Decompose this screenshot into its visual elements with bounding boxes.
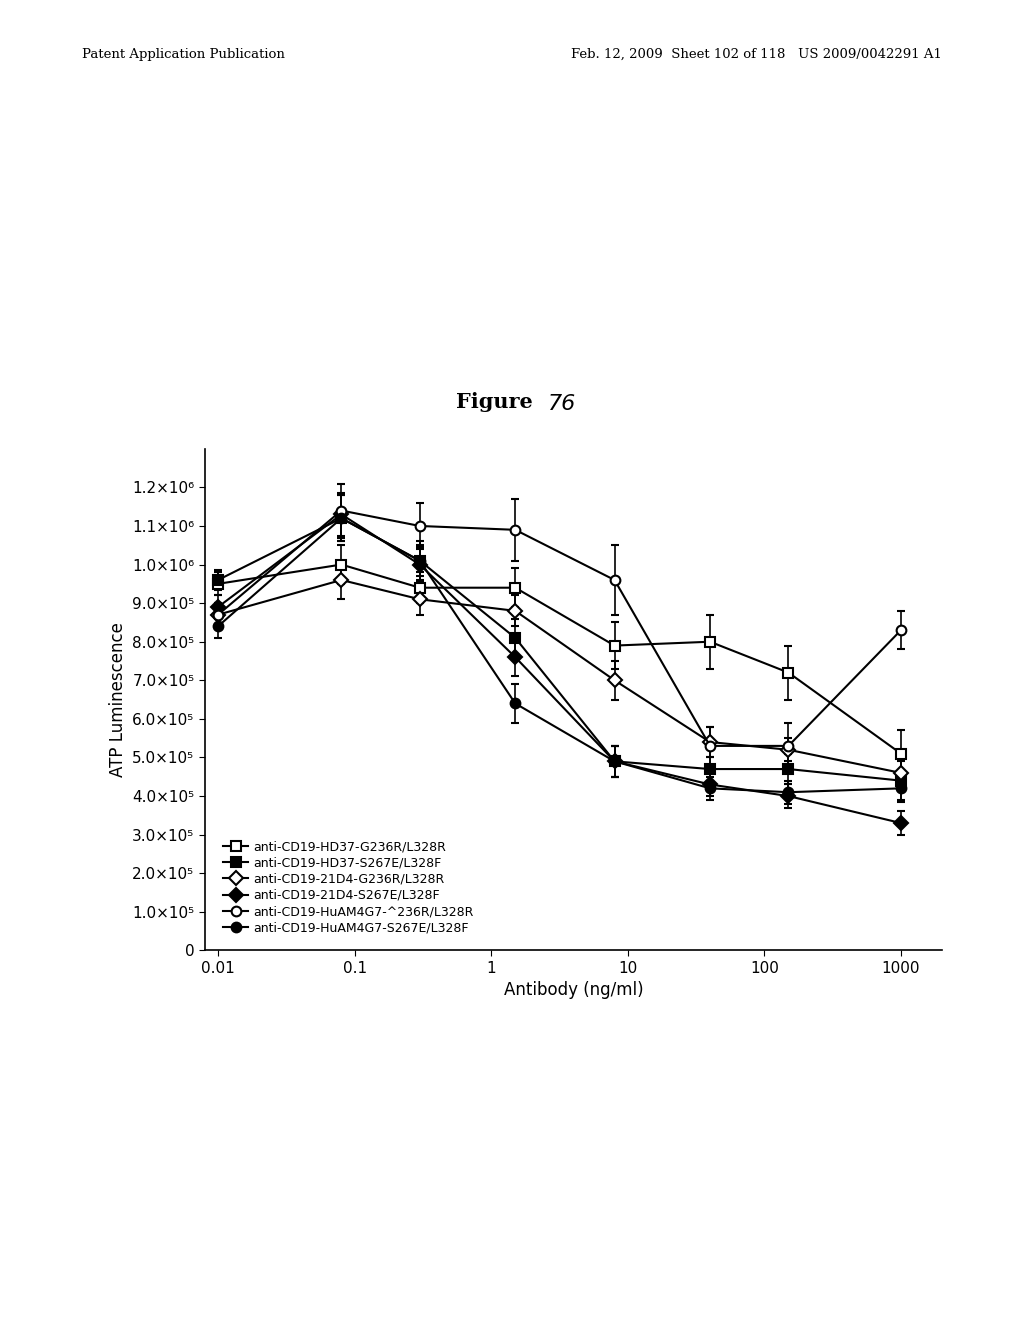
X-axis label: Antibody (ng/ml): Antibody (ng/ml) bbox=[504, 981, 643, 999]
Text: Figure: Figure bbox=[456, 392, 532, 412]
Text: Feb. 12, 2009  Sheet 102 of 118   US 2009/0042291 A1: Feb. 12, 2009 Sheet 102 of 118 US 2009/0… bbox=[571, 48, 942, 61]
Text: 76: 76 bbox=[548, 395, 577, 414]
Legend: anti-CD19-HD37-G236R/L328R, anti-CD19-HD37-S267E/L328F, anti-CD19-21D4-G236R/L32: anti-CD19-HD37-G236R/L328R, anti-CD19-HD… bbox=[218, 836, 479, 939]
Y-axis label: ATP Luminescence: ATP Luminescence bbox=[109, 622, 127, 777]
Text: Patent Application Publication: Patent Application Publication bbox=[82, 48, 285, 61]
